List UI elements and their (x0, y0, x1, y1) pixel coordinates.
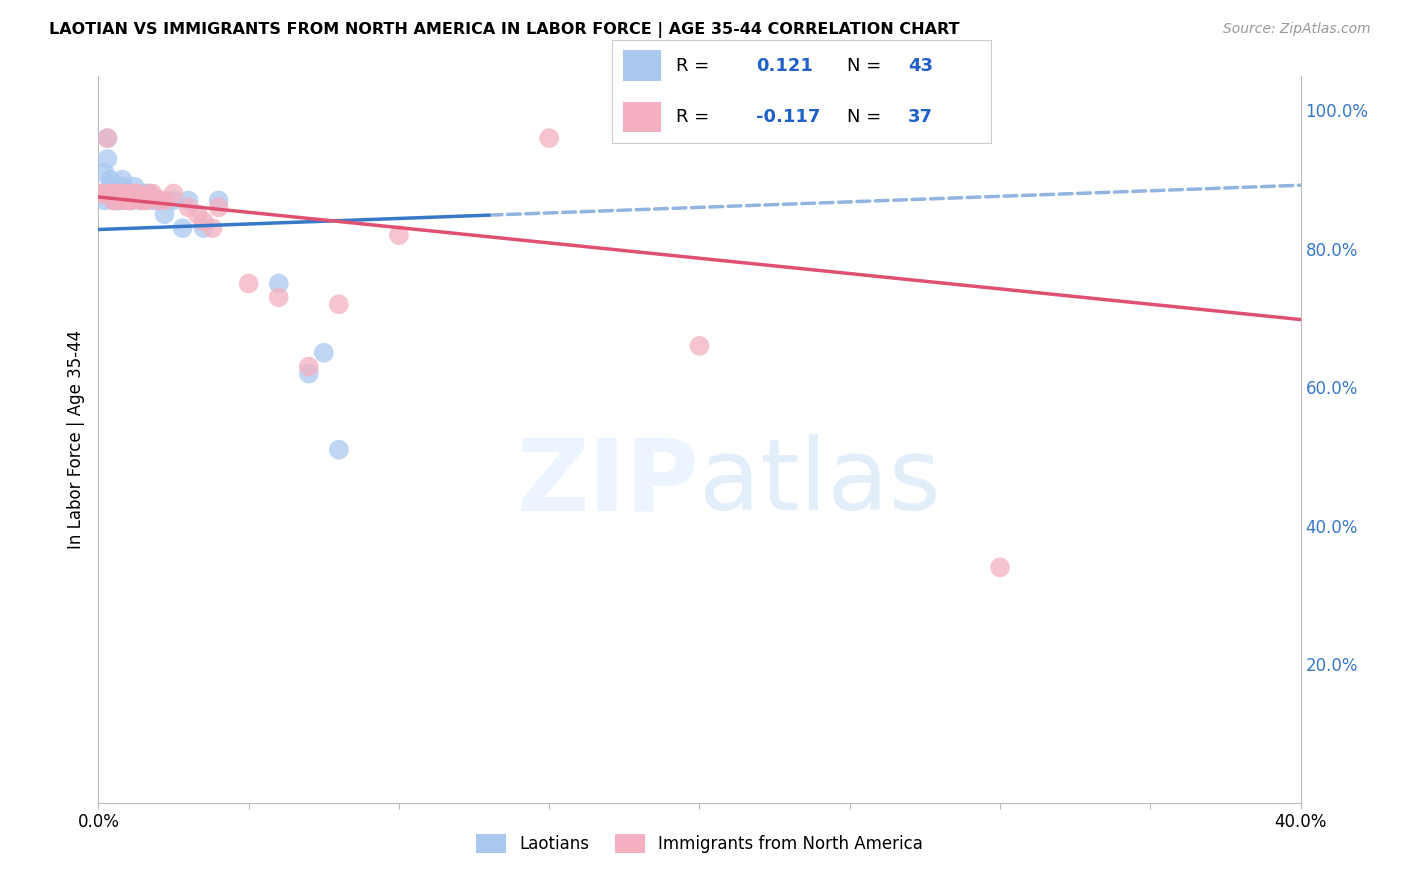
Point (111, 172, 134, 186)
Point (988, 560, 1011, 574)
Point (129, 194, 152, 208)
Point (141, 186, 163, 201)
Point (193, 214, 215, 228)
Text: ZIP: ZIP (516, 434, 700, 532)
Text: R =: R = (676, 108, 710, 126)
Text: 43: 43 (908, 57, 932, 75)
Point (162, 194, 184, 208)
Point (96, 186, 118, 201)
Point (138, 186, 160, 201)
Point (121, 194, 143, 208)
Point (153, 207, 176, 221)
Point (96, 131, 118, 145)
Point (117, 186, 139, 201)
Point (127, 186, 149, 201)
Point (135, 186, 157, 201)
Point (108, 186, 131, 201)
Point (148, 194, 170, 208)
Text: N =: N = (846, 57, 882, 75)
Point (124, 186, 146, 201)
Point (108, 194, 131, 208)
Point (103, 186, 125, 201)
Bar (623, 50, 661, 81)
Point (93, 186, 115, 201)
Point (93, 194, 115, 208)
Point (105, 194, 128, 208)
Point (148, 194, 170, 208)
Point (100, 179, 122, 194)
Point (111, 179, 134, 194)
Point (90, 186, 112, 201)
Point (103, 194, 125, 208)
Point (177, 194, 200, 208)
Text: LAOTIAN VS IMMIGRANTS FROM NORTH AMERICA IN LABOR FORCE | AGE 35-44 CORRELATION : LAOTIAN VS IMMIGRANTS FROM NORTH AMERICA… (49, 22, 960, 38)
Point (105, 186, 128, 201)
Point (187, 207, 209, 221)
Point (298, 367, 321, 381)
Text: -0.117: -0.117 (756, 108, 820, 126)
Point (162, 186, 184, 201)
Y-axis label: In Labor Force | Age 35-44: In Labor Force | Age 35-44 (66, 330, 84, 549)
Point (689, 339, 711, 353)
Point (177, 200, 200, 214)
Point (172, 221, 194, 235)
Point (105, 186, 128, 201)
Text: R =: R = (676, 57, 710, 75)
Point (238, 277, 260, 291)
Bar (623, 102, 661, 132)
Point (267, 277, 290, 291)
Point (114, 186, 136, 201)
Point (201, 221, 224, 235)
Text: 0.121: 0.121 (756, 57, 813, 75)
Point (193, 221, 215, 235)
Legend: Laotians, Immigrants from North America: Laotians, Immigrants from North America (470, 827, 929, 860)
Point (127, 186, 149, 201)
Point (105, 194, 128, 208)
Point (153, 194, 176, 208)
Point (388, 228, 411, 243)
Point (298, 359, 321, 374)
Point (538, 131, 561, 145)
Point (208, 200, 231, 214)
Text: 37: 37 (908, 108, 932, 126)
Point (121, 194, 143, 208)
Point (141, 194, 163, 208)
Point (208, 194, 231, 208)
Point (135, 194, 157, 208)
Point (103, 186, 125, 201)
Point (124, 179, 146, 194)
Text: Source: ZipAtlas.com: Source: ZipAtlas.com (1223, 22, 1371, 37)
Point (96, 131, 118, 145)
Point (100, 186, 122, 201)
Point (111, 186, 134, 201)
Point (100, 172, 122, 186)
Text: N =: N = (846, 108, 882, 126)
Point (312, 345, 335, 359)
Point (93, 166, 115, 180)
Point (117, 194, 139, 208)
Point (129, 194, 152, 208)
Point (132, 186, 155, 201)
Point (108, 186, 131, 201)
Point (124, 186, 146, 201)
Point (132, 194, 155, 208)
Point (328, 297, 350, 311)
Point (111, 186, 134, 201)
Point (117, 194, 139, 208)
Text: atlas: atlas (700, 434, 941, 532)
Point (114, 194, 136, 208)
Point (90, 186, 112, 201)
Point (117, 186, 139, 201)
Point (103, 186, 125, 201)
Point (96, 152, 118, 166)
Point (114, 186, 136, 201)
Point (108, 194, 131, 208)
Point (328, 442, 350, 457)
Point (103, 194, 125, 208)
Point (138, 186, 160, 201)
Point (267, 290, 290, 304)
